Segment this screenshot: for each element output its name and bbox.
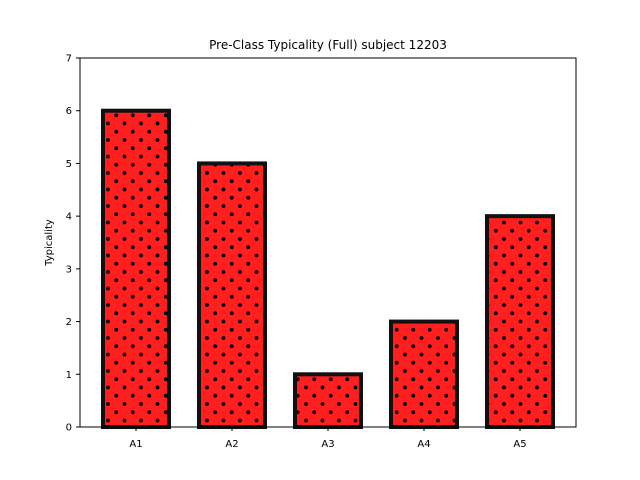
y-tick-label: 1	[66, 370, 72, 381]
y-tick-label: 5	[66, 159, 72, 170]
x-tick-label: A5	[513, 439, 526, 450]
y-axis-label: Typicality	[44, 219, 55, 267]
bar-hatch-a5	[487, 216, 553, 427]
x-tick-label: A3	[321, 439, 334, 450]
x-tick-label: A1	[129, 439, 142, 450]
bar-hatch-a3	[295, 374, 361, 427]
y-tick-label: 0	[66, 423, 72, 434]
y-tick-label: 6	[66, 106, 72, 117]
y-tick-label: 4	[66, 212, 72, 223]
bars-group	[101, 108, 555, 430]
y-tick-label: 2	[66, 317, 72, 328]
y-tick-label: 7	[66, 54, 72, 65]
bar-hatch-a4	[391, 321, 457, 427]
chart-title: Pre-Class Typicality (Full) subject 1220…	[209, 38, 447, 52]
bar-hatch-a1	[103, 110, 169, 427]
y-axis: 0 1 2 3 4 5 6 7	[66, 54, 80, 434]
x-tick-label: A4	[417, 439, 430, 450]
x-tick-label: A2	[225, 439, 238, 450]
x-axis: A1 A2 A3 A4 A5	[129, 427, 527, 450]
y-tick-label: 3	[66, 264, 72, 275]
bar-hatch-a2	[199, 163, 265, 427]
